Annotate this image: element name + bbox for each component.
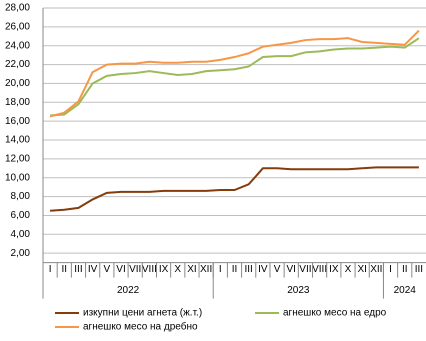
y-tick-label: 20,00 (5, 78, 30, 89)
x-tick-label: II (61, 264, 67, 275)
x-tick-label: VII (129, 264, 141, 275)
x-tick-label: XI (357, 264, 366, 275)
x-tick-label: XII (370, 264, 382, 275)
x-tick-label: II (402, 264, 408, 275)
x-tick-label: VI (116, 264, 125, 275)
x-tick-label: XI (187, 264, 196, 275)
y-tick-label: 18,00 (5, 97, 30, 108)
y-tick-label: 16,00 (5, 116, 30, 127)
legend-label: агнешко месо на дребно (83, 321, 198, 333)
y-tick-label: 10,00 (5, 172, 30, 183)
x-tick-label: I (219, 264, 222, 275)
year-label: 2022 (117, 285, 140, 296)
y-tick-label: 2,00 (11, 248, 31, 259)
legend-label: изкупни цени агнета (ж.т.) (83, 308, 202, 319)
x-tick-label: I (49, 264, 52, 275)
x-tick-label: IX (329, 264, 339, 275)
y-tick-label: 6,00 (11, 210, 31, 221)
x-tick-label: IV (88, 264, 98, 275)
y-tick-label: 26,00 (5, 21, 30, 32)
y-tick-label: 8,00 (11, 191, 31, 202)
x-tick-label: V (103, 264, 110, 275)
x-tick-label: VIII (142, 264, 157, 275)
x-tick-label: IX (159, 264, 169, 275)
y-tick-label: 22,00 (5, 59, 30, 70)
x-tick-label: VI (287, 264, 296, 275)
x-tick-label: VIII (312, 264, 327, 275)
x-tick-label: III (415, 264, 423, 275)
year-label: 2023 (287, 285, 310, 296)
x-tick-label: III (245, 264, 253, 275)
y-tick-label: 12,00 (5, 154, 30, 165)
x-tick-label: V (274, 264, 281, 275)
y-tick-label: 14,00 (5, 135, 30, 146)
series-line (49, 29, 420, 118)
legend-label: агнешко месо на едро (283, 308, 387, 319)
x-tick-label: IV (258, 264, 268, 275)
series-line (50, 166, 419, 212)
x-tick-label: X (345, 264, 352, 275)
y-tick-label: 28,00 (5, 3, 30, 14)
x-tick-label: I (389, 264, 392, 275)
year-label: 2024 (394, 285, 417, 296)
x-tick-label: II (232, 264, 238, 275)
x-tick-label: III (74, 264, 82, 275)
x-tick-label: X (174, 264, 181, 275)
y-tick-label: 4,00 (11, 229, 31, 240)
y-tick-label: 24,00 (5, 40, 30, 51)
x-tick-label: XII (200, 264, 212, 275)
series-line (50, 37, 420, 117)
x-tick-label: VII (299, 264, 311, 275)
